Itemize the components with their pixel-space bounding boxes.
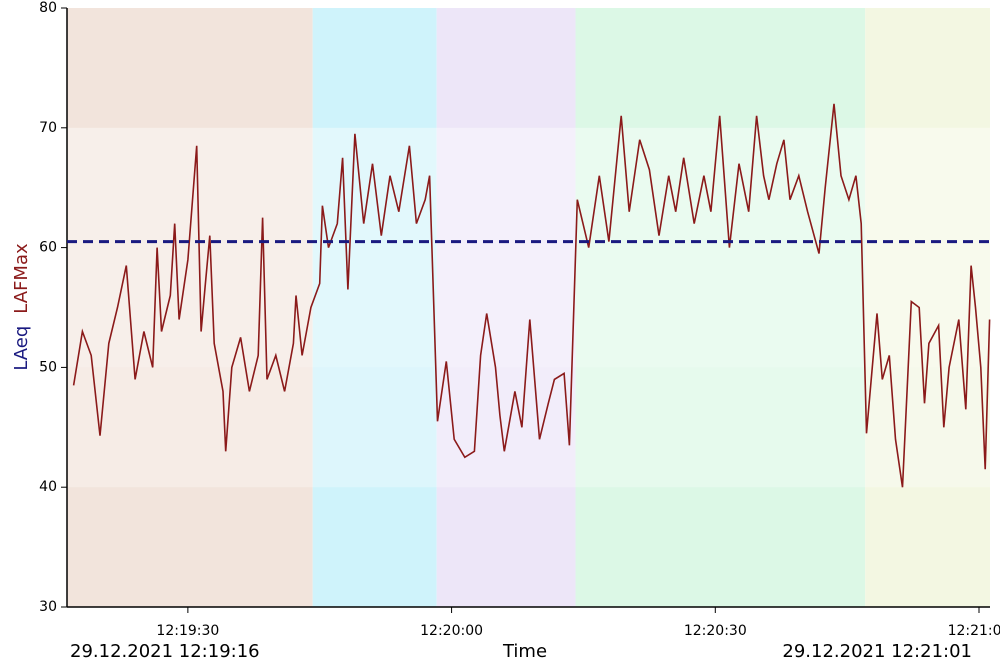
plot-area: 30 40 50 60 70 80 12:19:30 12:20:00 12:20:30 12:2… (39, 0, 1000, 639)
y-tick-label: 80 (39, 0, 57, 16)
legend-entry: LAeq (11, 326, 32, 371)
legend-entry: LAFMax (11, 243, 32, 314)
x-tick-label: 12:19:30 (156, 623, 219, 639)
y-tick-label: 50 (39, 359, 57, 375)
x-tick-label: 12:21:00 (948, 623, 1000, 639)
x-tick-label: 12:20:00 (420, 623, 483, 639)
time-band (312, 8, 437, 607)
time-band (575, 8, 866, 607)
end-time: 29.12.2021 12:21:01 (782, 641, 972, 662)
y-tick-label: 40 (39, 479, 57, 495)
stripe (67, 367, 990, 488)
x-tick-label: 12:20:30 (684, 623, 747, 639)
series-line (72, 103, 991, 488)
time-band (436, 8, 576, 607)
y-tick-label: 70 (39, 120, 57, 136)
y-axis-legend: LAeq LAFMax (11, 243, 32, 371)
y-tick-label: 60 (39, 240, 57, 256)
start-time: 29.12.2021 12:19:16 (70, 641, 260, 662)
background-bands (67, 8, 990, 607)
x-axis-title: Time (502, 641, 547, 662)
time-band (67, 8, 313, 607)
y-tick-label: 30 (39, 599, 57, 615)
